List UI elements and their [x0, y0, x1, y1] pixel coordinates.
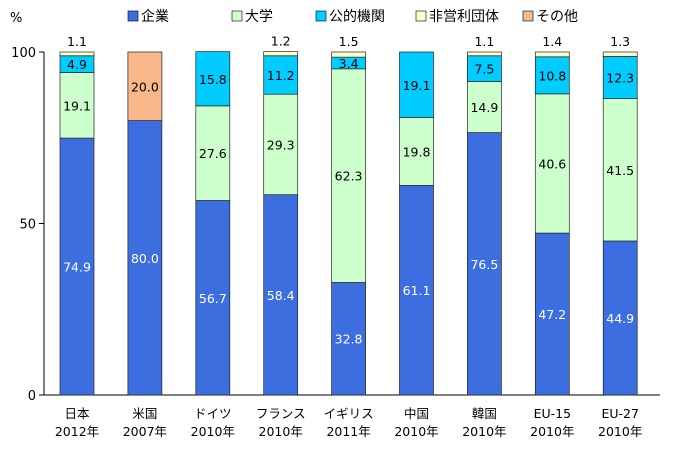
bar-segment-1	[263, 194, 299, 396]
category-label: 2007年	[123, 424, 167, 439]
bar-segment-2	[467, 81, 502, 133]
bar-segment-2	[59, 72, 95, 139]
data-label: 1.5	[339, 34, 359, 49]
legend-label-3: 公的機関	[329, 9, 385, 25]
legend-label-4: 非営利団体	[429, 9, 499, 25]
category-label: EU-15	[534, 406, 571, 421]
bar-segment-1	[467, 132, 502, 396]
bar-segment-1	[195, 200, 231, 396]
data-label: 11.2	[267, 68, 295, 83]
data-label: 4.9	[67, 57, 87, 72]
bar-segment-1	[127, 120, 163, 396]
data-label: 10.8	[538, 68, 566, 83]
data-label: 27.6	[199, 146, 227, 161]
data-label: 19.1	[403, 78, 431, 93]
category-labels: 日本 2012年 米国 2007年 ドイツ 2010年 フランス 2010年 イギリス 2011年…	[55, 406, 643, 439]
category-label: 2010年	[462, 424, 506, 439]
data-label: 41.5	[606, 163, 634, 178]
data-label: 3.4	[339, 56, 359, 71]
data-label: 19.1	[63, 98, 91, 113]
legend-swatch-2	[231, 10, 243, 22]
data-label: 12.3	[606, 71, 634, 86]
category-label: 米国	[132, 406, 157, 421]
data-label: 32.8	[335, 332, 363, 347]
legend: 企業 大学 公的機関 非営利団体 その他	[127, 8, 578, 25]
category-label: 2012年	[55, 424, 99, 439]
bar-segment-2	[602, 98, 638, 242]
legend-swatch-1	[127, 10, 139, 22]
category-label: イギリス	[324, 406, 374, 421]
bar-segment-4	[602, 51, 638, 57]
bar-segment-5	[127, 51, 163, 121]
data-label: 7.5	[474, 62, 494, 77]
category-label: 2010年	[191, 424, 235, 439]
bar-segment-1	[602, 240, 638, 396]
category-label: 韓国	[472, 406, 497, 421]
category-label: 中国	[404, 406, 429, 421]
data-label: 1.2	[271, 34, 291, 49]
bar-segment-4	[331, 51, 366, 58]
bar-segment-3	[195, 51, 231, 107]
bar-segment-2	[399, 117, 434, 186]
bar-segment-3	[399, 51, 434, 118]
y-axis-label: %	[10, 11, 22, 26]
data-label: 1.1	[474, 34, 494, 49]
bar-segment-4	[467, 51, 502, 57]
bar-segment-3	[467, 55, 502, 82]
category-label: ドイツ	[194, 406, 232, 421]
legend-swatch-4	[415, 10, 427, 22]
bar-segment-1	[399, 185, 434, 396]
category-label: 2010年	[530, 424, 574, 439]
data-label: 15.8	[199, 72, 227, 87]
data-label: 20.0	[131, 79, 159, 94]
data-label: 80.0	[131, 251, 159, 266]
bar-segment-4	[534, 51, 570, 58]
data-label: 76.5	[470, 257, 498, 272]
y-tick-label: 100	[11, 46, 36, 61]
bar-segment-4	[59, 51, 95, 57]
data-label: 44.9	[606, 311, 634, 326]
legend-swatch-5	[522, 10, 534, 22]
data-label: 58.4	[267, 288, 295, 303]
y-tick-label: 0	[28, 389, 36, 404]
bar-segment-2	[331, 68, 366, 283]
category-label: EU-27	[601, 406, 638, 421]
bar-segment-4	[263, 51, 299, 57]
bar-segment-2	[534, 93, 570, 234]
data-label: 40.6	[538, 156, 566, 171]
legend-label-1: 企業	[141, 8, 169, 25]
bar-segment-3	[602, 56, 638, 99]
category-label: 2010年	[394, 424, 438, 439]
category-label: 2010年	[598, 424, 642, 439]
legend-label-5: その他	[536, 9, 578, 25]
bar-segment-3	[534, 56, 570, 95]
bar-segment-2	[263, 93, 299, 196]
data-label: 29.3	[267, 137, 295, 152]
data-label: 56.7	[199, 291, 227, 306]
legend-label-2: 大学	[245, 9, 273, 25]
data-label: 1.4	[542, 34, 562, 49]
data-label: 1.1	[67, 34, 87, 49]
bar-segment-1	[331, 282, 366, 396]
data-labels: 74.9 19.1 4.9 1.1 80.0 20.0 56.7 27.6 15.8 58.4 29…	[63, 34, 634, 347]
category-label: 2010年	[259, 424, 303, 439]
bar-segment-1	[534, 232, 570, 396]
data-label: 19.8	[403, 144, 431, 159]
data-label: 47.2	[538, 307, 566, 322]
data-label: 62.3	[335, 169, 363, 184]
data-label: 14.9	[470, 100, 498, 115]
data-label: 1.3	[610, 34, 630, 49]
category-label: 2011年	[326, 424, 370, 439]
y-tick-label: 50	[19, 218, 36, 233]
category-label: フランス	[256, 406, 306, 421]
bars	[59, 51, 638, 396]
legend-swatch-3	[315, 10, 327, 22]
category-label: 日本	[64, 406, 90, 421]
data-label: 61.1	[403, 283, 431, 298]
data-label: 74.9	[63, 260, 91, 275]
